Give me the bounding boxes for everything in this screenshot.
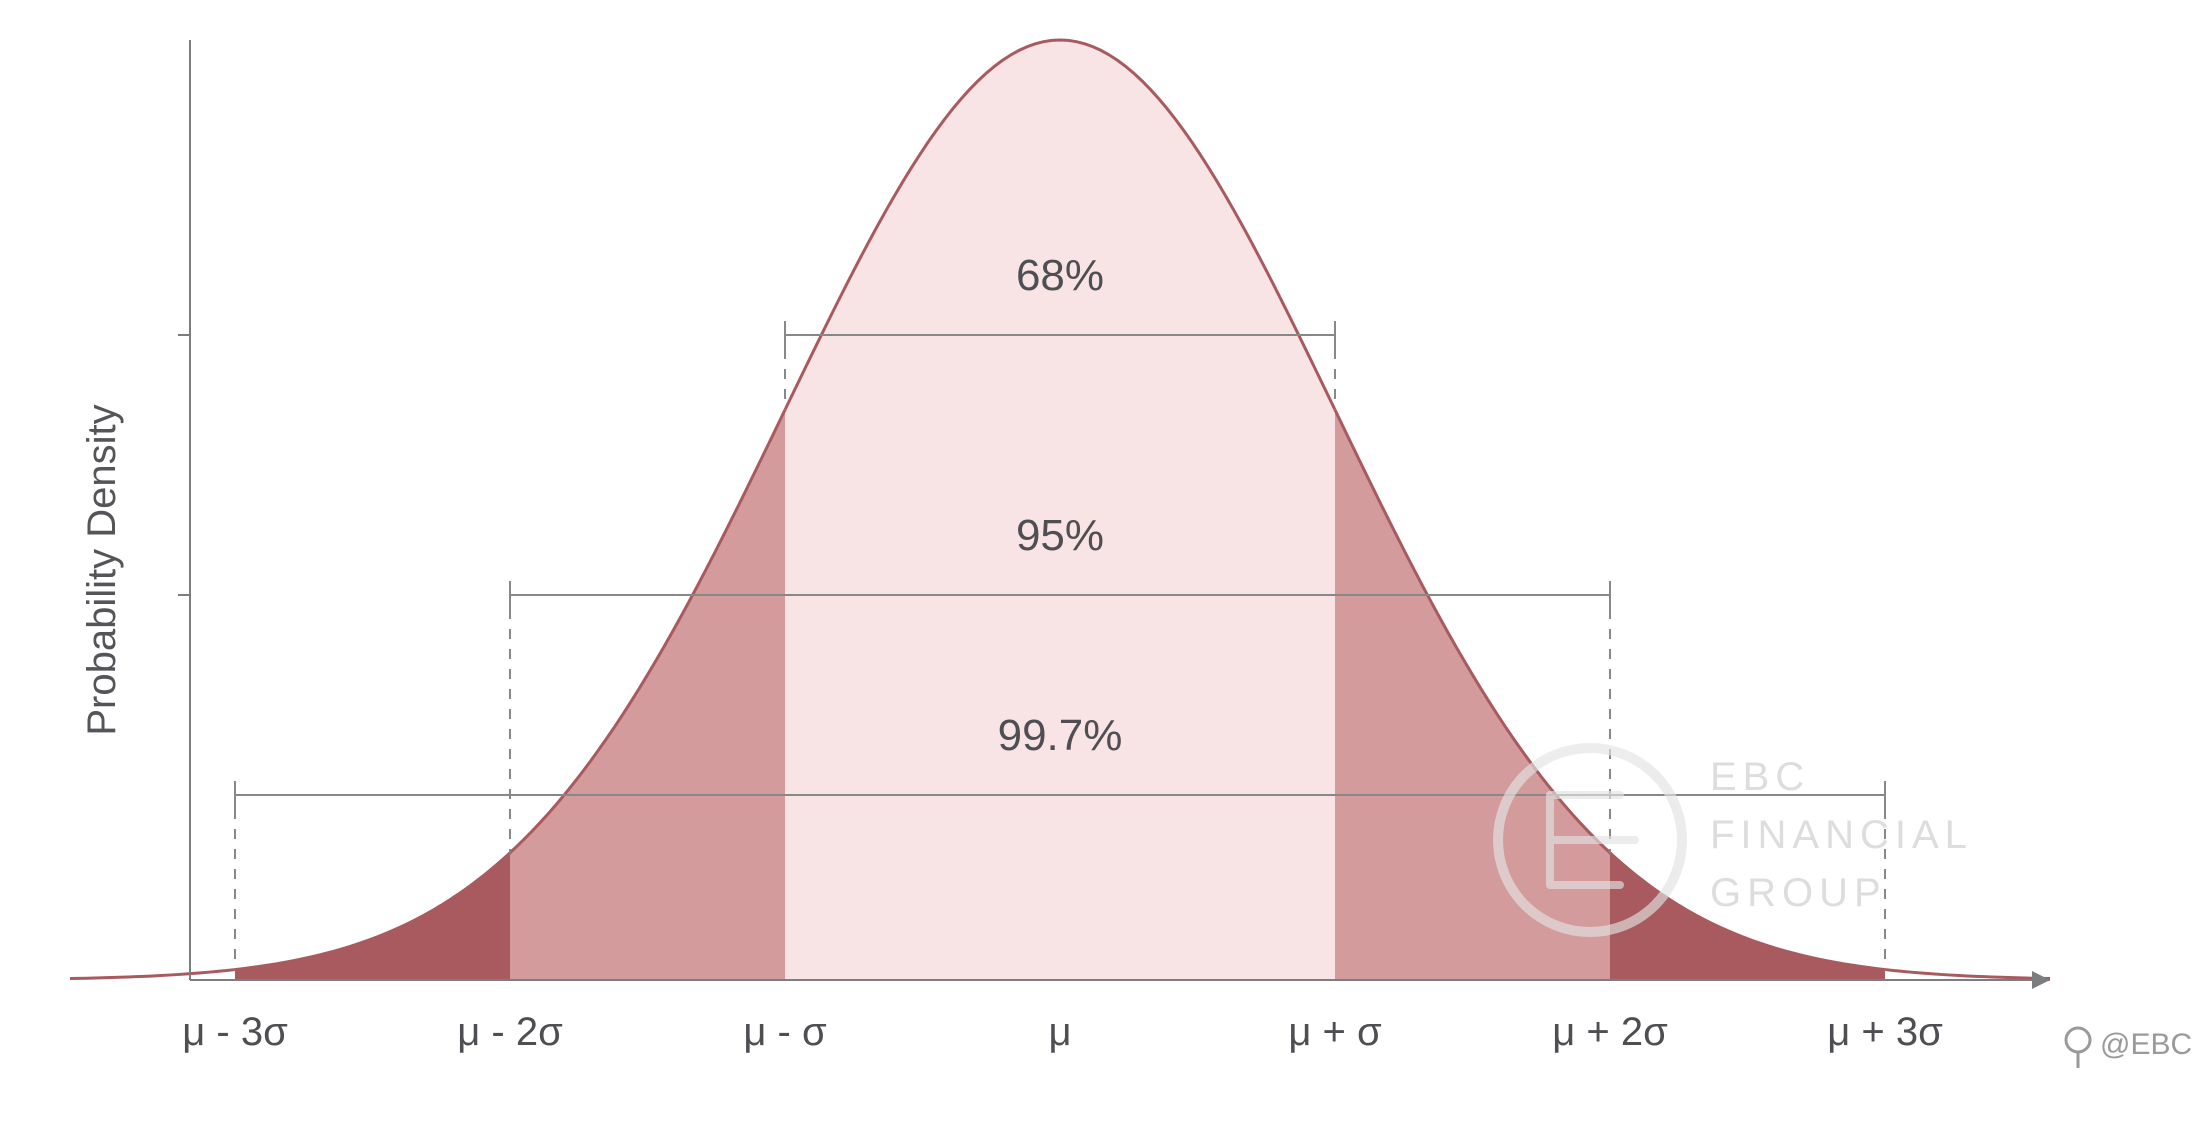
x-tick-label: μ - 3σ — [182, 1010, 288, 1054]
credit-icon — [2066, 1028, 2090, 1052]
x-tick-label: μ — [1048, 1010, 1071, 1054]
watermark-text-line: FINANCIAL — [1710, 813, 1973, 857]
credit-text: @EBC — [2100, 1028, 2192, 1061]
interval-percent-label: 68% — [1016, 251, 1104, 300]
watermark-text-line: EBC — [1710, 755, 1810, 799]
density-band — [785, 40, 1335, 980]
chart-svg: 68% 95% 99.7% EBC FINANCIAL GROUP Probability … — [0, 0, 2201, 1148]
normal-distribution-chart: 68% 95% 99.7% EBC FINANCIAL GROUP Probability … — [0, 0, 2201, 1148]
x-tick-label: μ + σ — [1288, 1010, 1382, 1054]
x-tick-label: μ - 2σ — [457, 1010, 563, 1054]
x-tick-label: μ - σ — [743, 1010, 827, 1054]
x-axis-arrow — [2032, 971, 2050, 989]
x-tick-label: μ + 3σ — [1827, 1010, 1943, 1054]
y-axis-label: Probability Density — [80, 404, 124, 735]
interval-percent-label: 95% — [1016, 511, 1104, 560]
interval-percent-label: 99.7% — [998, 711, 1123, 760]
density-band — [235, 853, 510, 980]
watermark-text-line: GROUP — [1710, 871, 1887, 915]
x-tick-label: μ + 2σ — [1552, 1010, 1668, 1054]
